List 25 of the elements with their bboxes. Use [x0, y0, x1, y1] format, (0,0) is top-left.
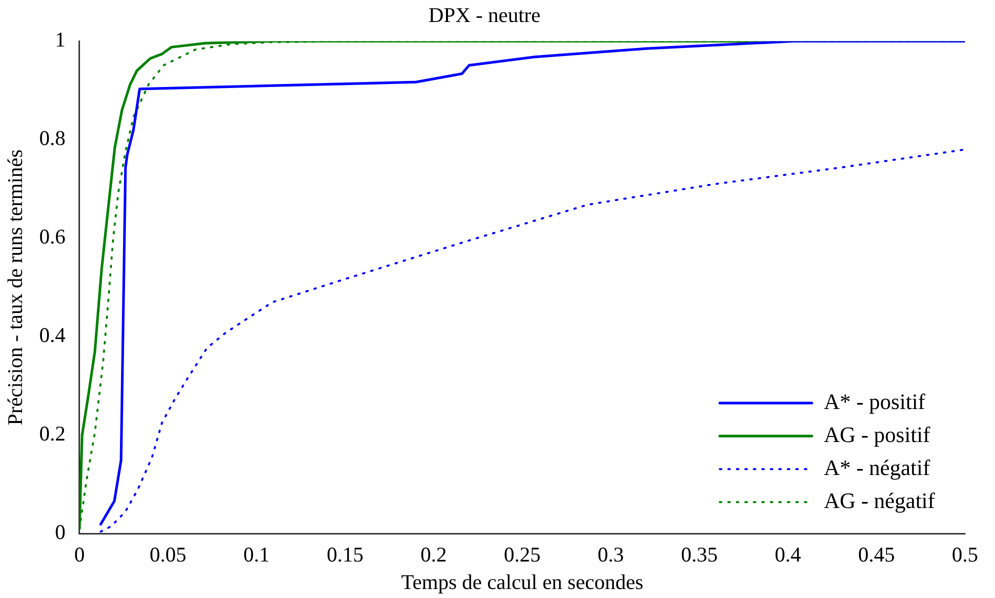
x-tick-label: 0.2 [420, 542, 447, 567]
legend-label: AG - positif [824, 422, 931, 447]
y-tick-label: 0.8 [39, 126, 66, 150]
y-tick-label: 1 [54, 28, 66, 52]
x-tick-label: 0.35 [680, 542, 718, 567]
legend-label: AG - négatif [824, 488, 936, 513]
x-tick-label: 0.15 [326, 542, 364, 567]
x-tick-label: 0.4 [774, 542, 802, 567]
legend-label: A* - positif [824, 388, 926, 414]
y-tick-label: 0.6 [39, 224, 66, 249]
x-tick-label: 0 [74, 542, 85, 567]
x-tick-label: 0.45 [858, 542, 895, 567]
legend-label: A* - négatif [824, 454, 931, 480]
x-tick-label: 0.1 [243, 542, 270, 567]
x-tick-label: 0.5 [952, 542, 978, 567]
y-tick-label: 0.2 [39, 422, 66, 446]
chart-title: DPX - neutre [428, 3, 540, 28]
y-tick-label: 0.4 [39, 323, 66, 348]
line-series [100, 148, 965, 533]
y-tick-label: 0 [54, 520, 66, 544]
y-axis-title: Précision - taux de runs terminés [3, 149, 28, 426]
x-tick-label: 0.25 [504, 542, 541, 567]
x-tick-label: 0.3 [598, 542, 624, 567]
x-tick-label: 0.05 [150, 542, 186, 567]
x-axis-title: Temps de calcul en secondes [401, 570, 644, 594]
